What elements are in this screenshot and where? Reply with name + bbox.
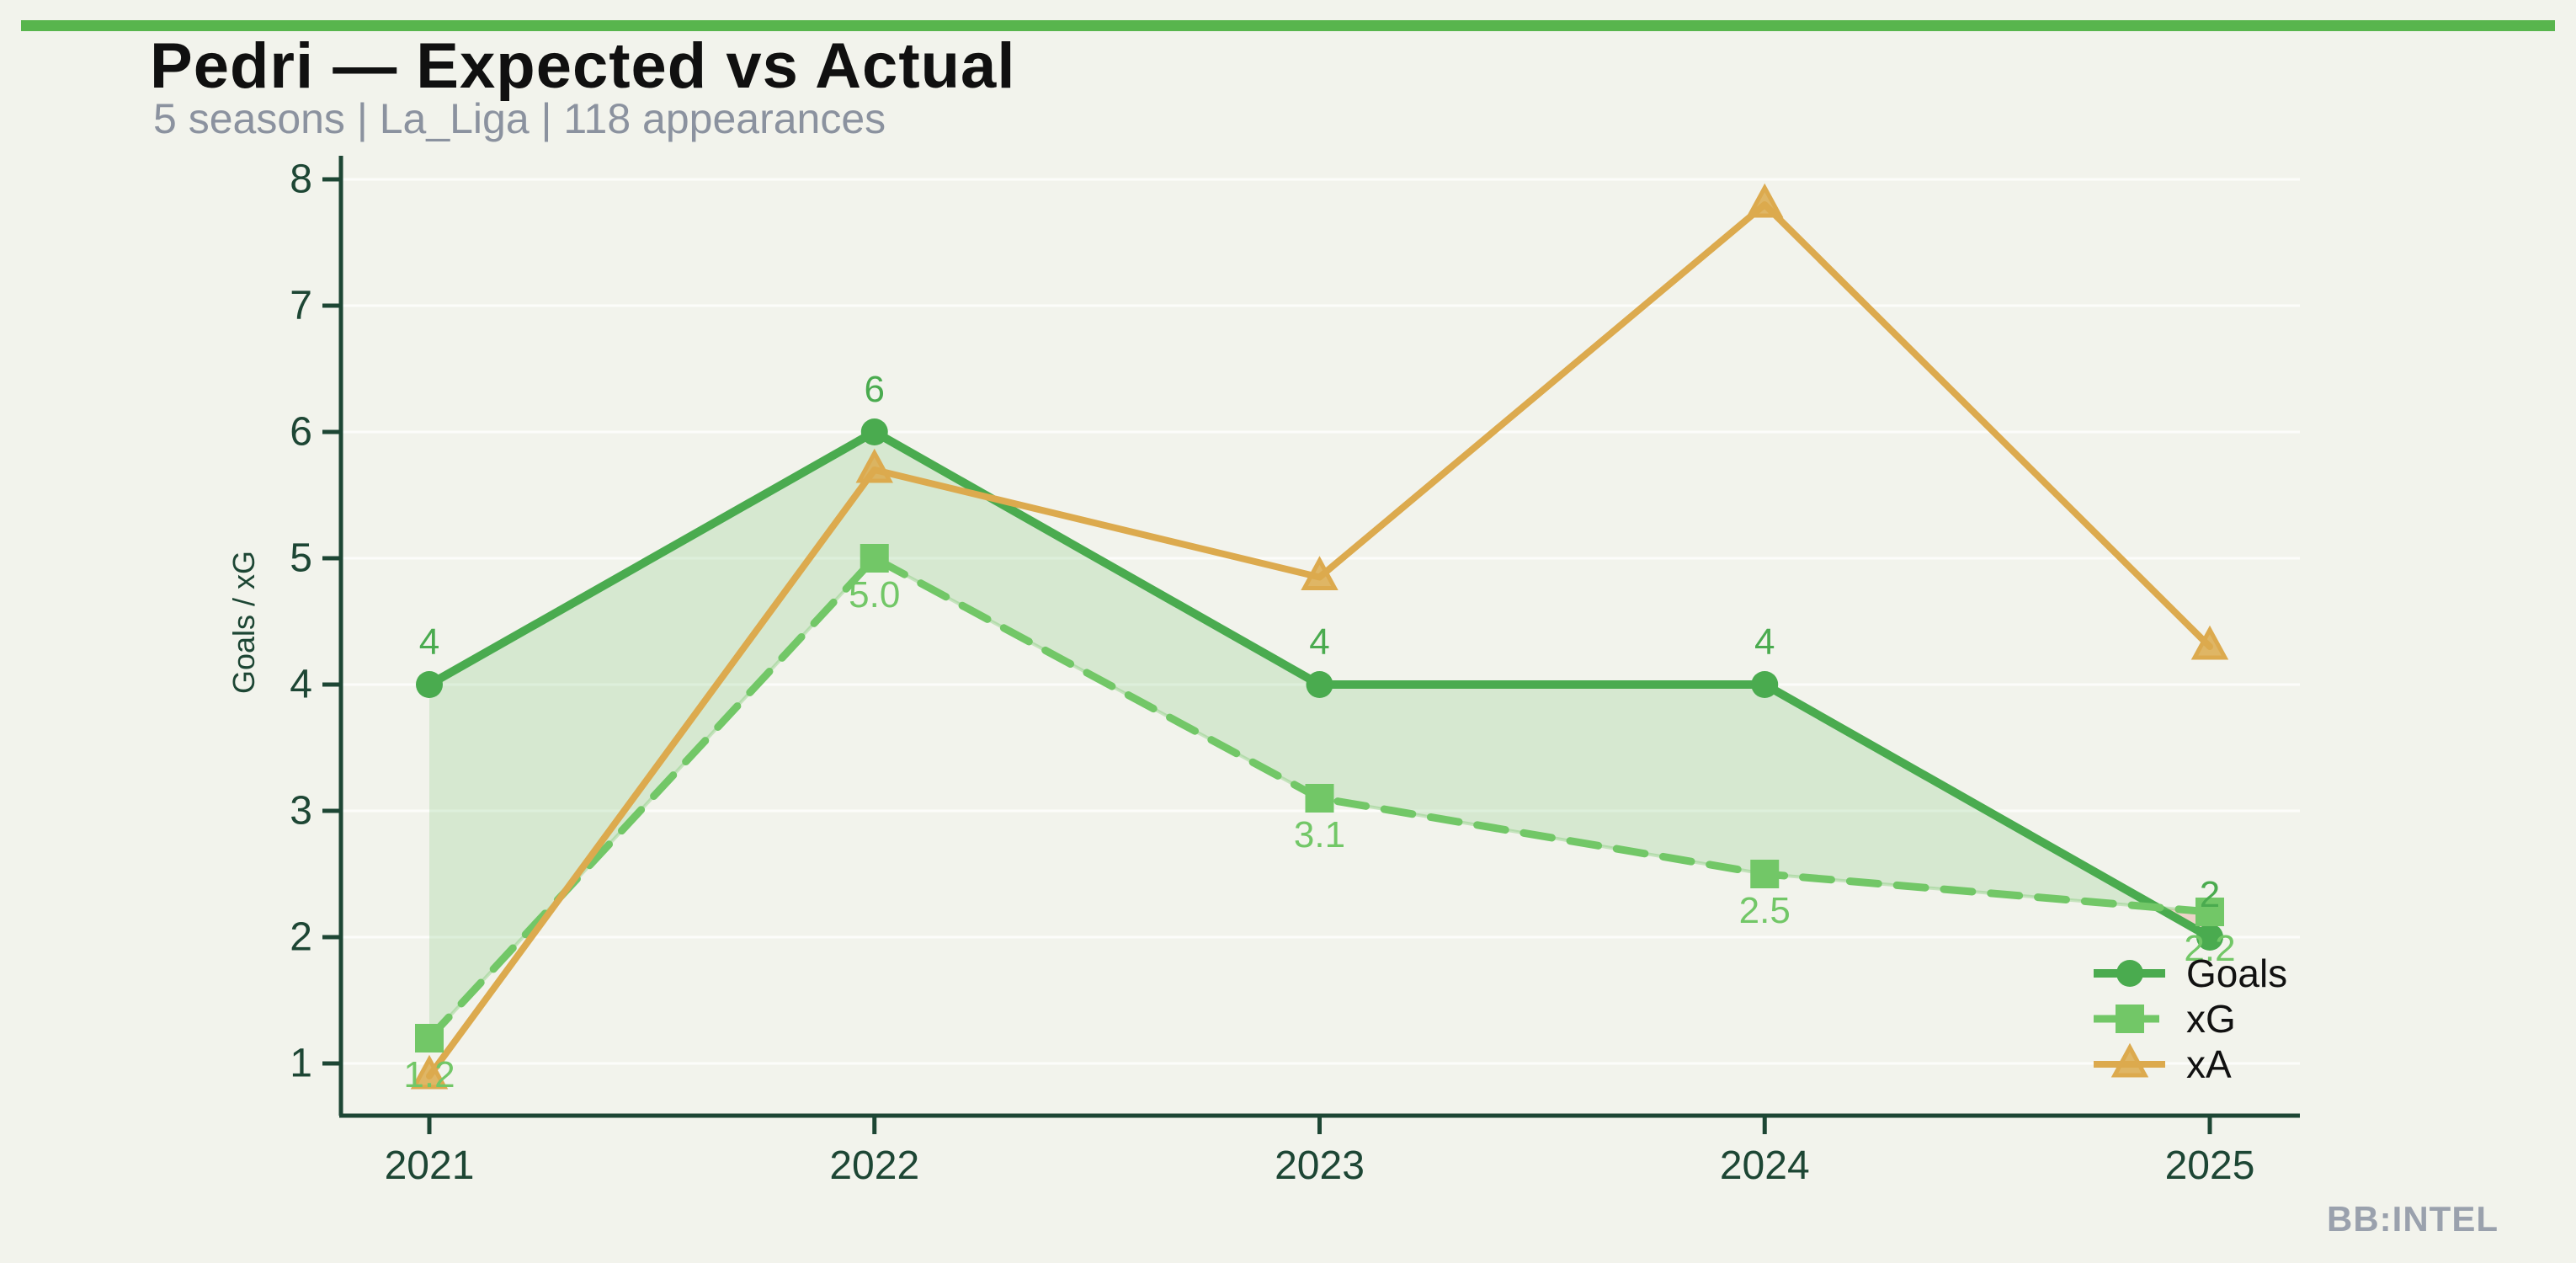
goals-value-label: 2 [2200, 874, 2220, 915]
chart-title: Pedri — Expected vs Actual [150, 30, 1015, 102]
y-tick-label: 5 [290, 536, 312, 581]
xg-marker [1305, 784, 1334, 813]
goals-marker [1306, 671, 1333, 698]
legend-square-icon [2116, 1005, 2144, 1033]
series-markers [410, 183, 2229, 1090]
y-tick-label: 8 [290, 157, 312, 202]
xa-marker [1301, 556, 1339, 590]
gridlines [343, 178, 2300, 1065]
y-tick-label: 3 [290, 789, 312, 834]
xa-marker [410, 1054, 449, 1090]
legend-triangle-icon [2110, 1042, 2149, 1078]
goals-value-label: 6 [865, 369, 885, 410]
chart-subtitle: 5 seasons | La_Liga | 118 appearances [153, 95, 886, 142]
y-tick-label: 2 [290, 915, 312, 960]
goals-marker [2196, 924, 2223, 951]
goals-value-label: 4 [419, 621, 439, 663]
point-value-labels: 4 6 4 4 2 1.2 5.0 3.1 2.5 2.2 [403, 369, 2235, 1095]
xg-value-label: 2.2 [2184, 928, 2235, 969]
xa-marker [1746, 183, 1784, 218]
goals-value-label: 4 [1754, 621, 1775, 663]
xg-value-label: 3.1 [1294, 814, 1345, 855]
legend-circle-icon [2116, 960, 2143, 987]
legend-item-xa: xA [2094, 1042, 2232, 1086]
footer-brand: BB:INTEL [2327, 1199, 2499, 1239]
x-tick-label: 2023 [1275, 1143, 1365, 1188]
xg-value-label: 5.0 [849, 574, 900, 616]
goals-marker [860, 418, 888, 445]
xg-value-label: 2.5 [1739, 890, 1791, 931]
xg-marker [1750, 860, 1780, 888]
y-axis-label: Goals / xG [226, 551, 261, 694]
legend-item-goals: Goals [2094, 951, 2287, 995]
y-tick-label: 7 [290, 284, 312, 328]
xa-marker [2190, 625, 2229, 660]
top-accent-bar [21, 20, 2555, 31]
axes: 1 2 3 4 5 6 7 8 2021 2022 2023 2024 2025 [290, 156, 2300, 1188]
goals-value-label: 4 [1309, 621, 1329, 663]
y-tick-label: 6 [290, 410, 312, 455]
x-tick-label: 2021 [385, 1143, 475, 1188]
y-tick-label: 1 [290, 1042, 312, 1086]
xa-marker [855, 448, 893, 483]
goals-marker [416, 671, 443, 698]
xg-value-label: 1.2 [403, 1054, 455, 1095]
legend-label: Goals [2186, 951, 2287, 995]
xg-marker [860, 544, 889, 573]
x-tick-label: 2025 [2165, 1143, 2255, 1188]
x-tick-label: 2024 [1720, 1143, 1810, 1188]
legend-label: xG [2186, 997, 2236, 1041]
xg-marker [2195, 898, 2224, 926]
x-tick-label: 2022 [829, 1143, 919, 1188]
legend-label: xA [2186, 1042, 2232, 1086]
goals-marker [1751, 671, 1779, 698]
xg-marker [415, 1024, 444, 1052]
fill-goals-over-xg [429, 432, 2158, 1038]
legend-item-xg: xG [2094, 997, 2236, 1041]
y-tick-label: 4 [290, 663, 312, 707]
